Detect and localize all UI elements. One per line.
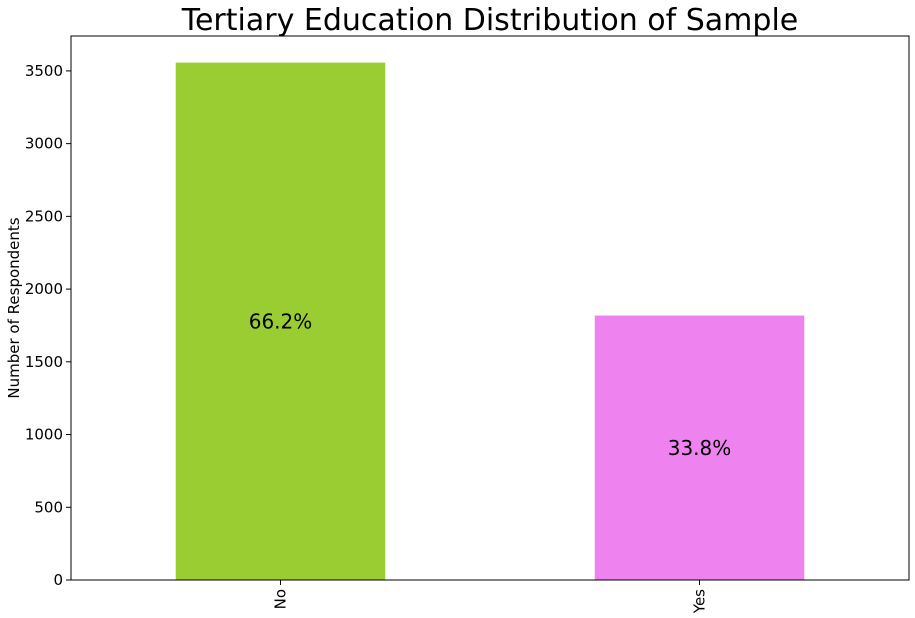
- bar-yes: [594, 315, 805, 580]
- plot-area: 66.2% No 33.8% Yes 0 500 1000 1500 2000 2500 3000 3…: [25, 35, 910, 614]
- y-tick-label: 3000: [25, 135, 63, 153]
- y-tick-label: 2000: [25, 280, 63, 298]
- y-tick-label: 3500: [25, 62, 63, 80]
- bar-no: [175, 62, 386, 581]
- chart-title: Tertiary Education Distribution of Sampl…: [181, 3, 799, 38]
- y-tick-label: 500: [34, 498, 63, 516]
- y-tick-label: 0: [53, 571, 63, 589]
- y-axis-label: Number of Respondents: [5, 217, 23, 398]
- plot-frame: [70, 35, 910, 581]
- bar-label-no: 66.2%: [249, 309, 313, 333]
- x-tick-label: No: [272, 589, 290, 609]
- y-tick-label: 2500: [25, 207, 63, 225]
- y-tick-label: 1500: [25, 353, 63, 371]
- bar-label-yes: 33.8%: [668, 436, 732, 460]
- x-tick-label: Yes: [691, 589, 709, 614]
- y-tick-label: 1000: [25, 426, 63, 444]
